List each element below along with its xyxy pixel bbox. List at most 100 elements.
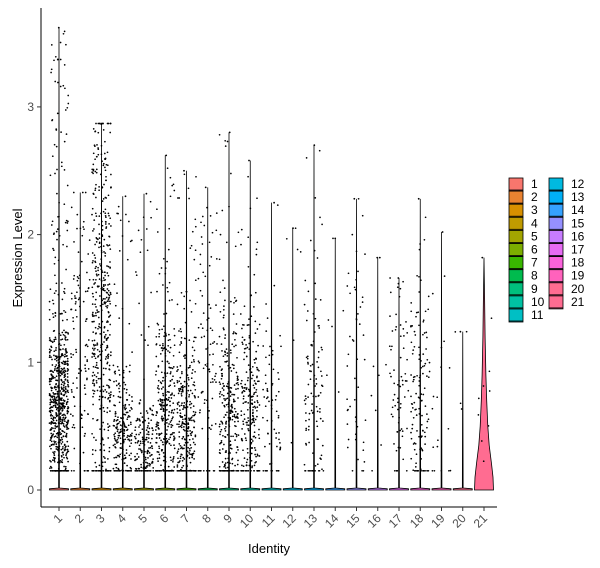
data-point <box>98 246 100 249</box>
data-point <box>160 398 162 401</box>
data-point <box>126 464 128 467</box>
data-point <box>255 248 258 251</box>
data-point <box>108 300 111 303</box>
data-point <box>180 291 183 294</box>
data-point <box>52 392 55 394</box>
data-point <box>72 278 75 280</box>
data-point <box>77 372 80 375</box>
data-point <box>113 420 115 422</box>
data-point <box>130 458 132 460</box>
data-point <box>256 328 259 330</box>
data-point <box>314 317 317 320</box>
data-point <box>176 407 179 410</box>
data-point <box>61 421 64 424</box>
data-point <box>97 153 100 156</box>
data-point <box>75 301 77 303</box>
data-point <box>107 355 110 358</box>
data-point <box>163 398 166 401</box>
data-point <box>141 416 144 418</box>
data-point <box>254 332 257 334</box>
data-point <box>269 345 271 348</box>
data-point <box>224 427 226 430</box>
data-point <box>424 362 427 365</box>
data-point <box>253 393 255 396</box>
data-point <box>53 396 56 398</box>
data-point <box>167 414 170 417</box>
data-point <box>253 391 256 394</box>
data-point <box>426 413 428 415</box>
data-point <box>410 457 413 460</box>
data-point <box>96 144 98 146</box>
data-point <box>99 407 102 410</box>
data-point <box>305 427 308 430</box>
data-point <box>355 278 357 281</box>
data-point <box>356 425 359 428</box>
data-point <box>102 390 105 393</box>
data-point <box>221 387 224 389</box>
data-point <box>181 437 184 440</box>
data-point <box>411 325 414 327</box>
data-point <box>96 342 99 345</box>
data-point <box>51 299 54 302</box>
data-point <box>75 377 78 379</box>
data-point <box>412 469 415 472</box>
legend-item-4: 4 <box>508 216 538 231</box>
data-point <box>184 438 187 441</box>
data-point <box>109 396 112 399</box>
data-point <box>171 392 173 395</box>
data-point <box>232 398 235 401</box>
data-point <box>307 290 310 293</box>
data-point <box>95 379 98 382</box>
data-point <box>422 333 424 336</box>
data-point <box>97 273 100 276</box>
data-point <box>235 344 237 347</box>
data-point <box>265 356 267 359</box>
data-point <box>305 419 307 422</box>
data-point <box>228 205 230 208</box>
y-tick-label: 2 <box>27 228 34 242</box>
legend-label: 21 <box>571 295 585 309</box>
data-point <box>319 391 322 394</box>
data-point <box>105 216 107 219</box>
data-point <box>255 350 258 353</box>
data-point <box>95 361 98 364</box>
data-point <box>74 309 77 311</box>
data-point <box>146 452 149 455</box>
data-point <box>304 469 306 472</box>
violin-6 <box>155 155 176 491</box>
data-point <box>422 430 424 432</box>
data-point <box>55 415 58 418</box>
data-point <box>79 227 82 230</box>
data-point <box>61 298 64 301</box>
data-point <box>54 338 57 341</box>
data-point <box>201 243 204 245</box>
data-point <box>150 419 153 422</box>
data-point <box>56 399 59 402</box>
data-point <box>114 370 117 373</box>
legend-label: 1 <box>531 177 538 191</box>
data-point <box>103 301 106 303</box>
data-point <box>100 122 103 125</box>
data-point <box>162 419 164 422</box>
data-point <box>234 439 236 441</box>
data-point <box>426 420 429 423</box>
data-point <box>412 376 415 379</box>
data-point <box>104 349 107 351</box>
data-point <box>50 417 53 420</box>
data-point <box>303 463 306 466</box>
data-point <box>399 402 402 405</box>
data-point <box>250 469 252 472</box>
data-point <box>252 374 254 377</box>
data-point <box>142 216 145 219</box>
data-point <box>224 413 227 416</box>
data-point <box>401 383 404 386</box>
legend-item-16: 16 <box>548 229 585 244</box>
data-point <box>104 220 107 223</box>
data-point <box>59 433 62 436</box>
data-point <box>177 392 180 395</box>
data-point <box>416 469 418 472</box>
data-point <box>218 425 221 428</box>
data-point <box>61 373 63 376</box>
data-point <box>426 469 429 472</box>
data-point <box>228 399 231 401</box>
